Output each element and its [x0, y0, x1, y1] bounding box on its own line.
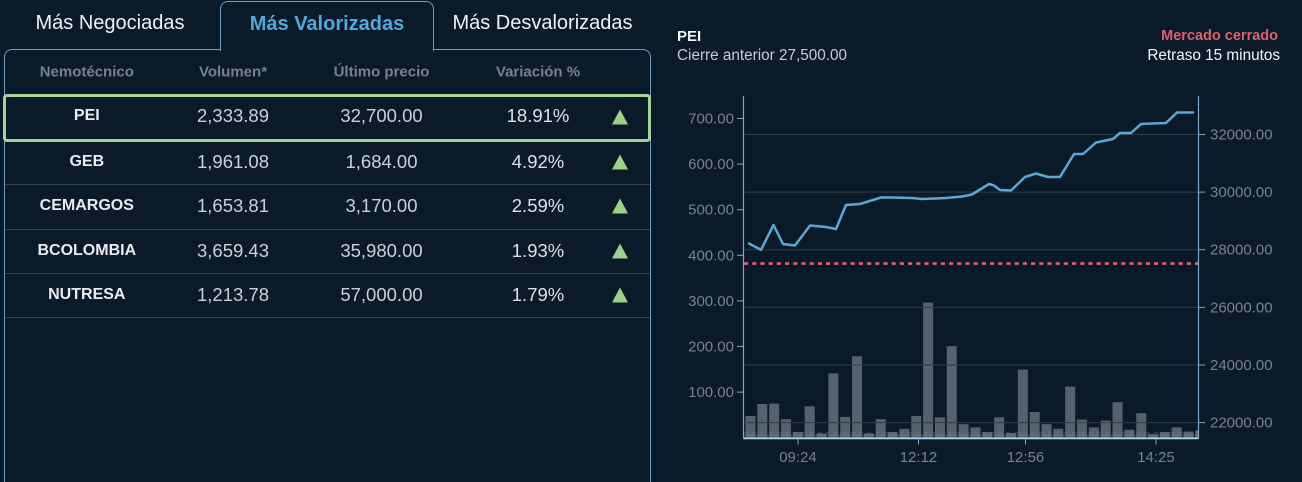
svg-text:14:25: 14:25 — [1137, 449, 1175, 466]
svg-text:26000.00: 26000.00 — [1210, 299, 1273, 316]
svg-text:400.00: 400.00 — [688, 247, 734, 264]
svg-text:200.00: 200.00 — [688, 339, 734, 356]
svg-text:500.00: 500.00 — [688, 202, 734, 219]
svg-text:24000.00: 24000.00 — [1210, 357, 1273, 374]
svg-text:32000.00: 32000.00 — [1210, 127, 1273, 144]
svg-text:600.00: 600.00 — [688, 156, 734, 173]
svg-text:12:56: 12:56 — [1007, 449, 1045, 466]
svg-text:700.00: 700.00 — [688, 111, 734, 128]
svg-text:22000.00: 22000.00 — [1210, 415, 1273, 432]
svg-text:300.00: 300.00 — [688, 293, 734, 310]
svg-text:100.00: 100.00 — [688, 384, 734, 401]
svg-text:09:24: 09:24 — [779, 449, 817, 466]
svg-text:28000.00: 28000.00 — [1210, 242, 1273, 259]
svg-text:30000.00: 30000.00 — [1210, 184, 1273, 201]
svg-text:12:12: 12:12 — [900, 449, 938, 466]
